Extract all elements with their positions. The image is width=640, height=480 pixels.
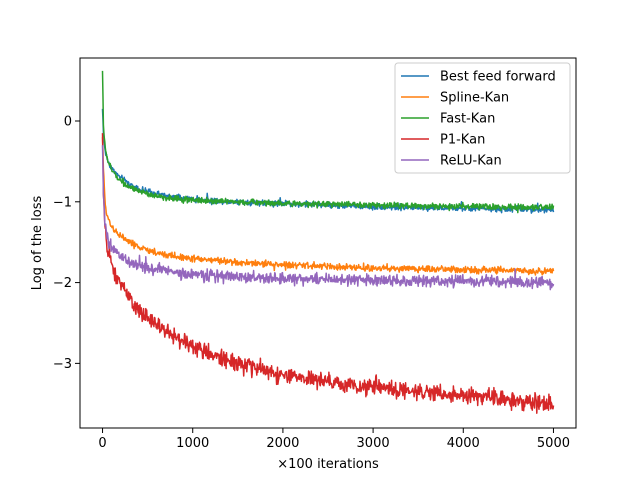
legend-label: Best feed forward: [440, 70, 556, 85]
x-tick-label: 2000: [266, 436, 299, 451]
y-tick-label: −2: [53, 276, 72, 291]
x-tick-label: 1000: [176, 436, 209, 451]
legend-label: ReLU-Kan: [440, 154, 502, 169]
legend-box: [394, 62, 571, 174]
series-line-fast-kan: [101, 70, 555, 214]
x-axis-label: ×100 iterations: [277, 457, 379, 472]
x-tick-label: 5000: [537, 436, 570, 451]
series-line-p1-kan: [101, 133, 555, 414]
y-tick-label: 0: [64, 115, 72, 130]
series-line-spline-kan: [101, 137, 555, 276]
series-line-relu-kan: [101, 145, 555, 291]
legend-label: Spline-Kan: [440, 91, 509, 106]
x-axis-ticks: 0 1000 2000 3000 4000 5000: [98, 428, 570, 451]
plot-frame: [79, 57, 577, 429]
y-tick-label: −3: [53, 357, 72, 372]
y-tick-label: −1: [53, 195, 72, 210]
legend-label: P1-Kan: [440, 133, 485, 148]
legend-label: Fast-Kan: [440, 112, 495, 127]
y-axis-ticks: 0 −1 −2 −3: [53, 115, 80, 372]
x-tick-label: 3000: [357, 436, 390, 451]
y-axis-label: Log of the loss: [30, 195, 45, 290]
legend: Best feed forward Spline-Kan Fast-Kan P1-Ka…: [394, 62, 571, 174]
series-layer: [101, 70, 555, 414]
x-tick-label: 4000: [447, 436, 480, 451]
x-tick-label: 0: [98, 436, 106, 451]
